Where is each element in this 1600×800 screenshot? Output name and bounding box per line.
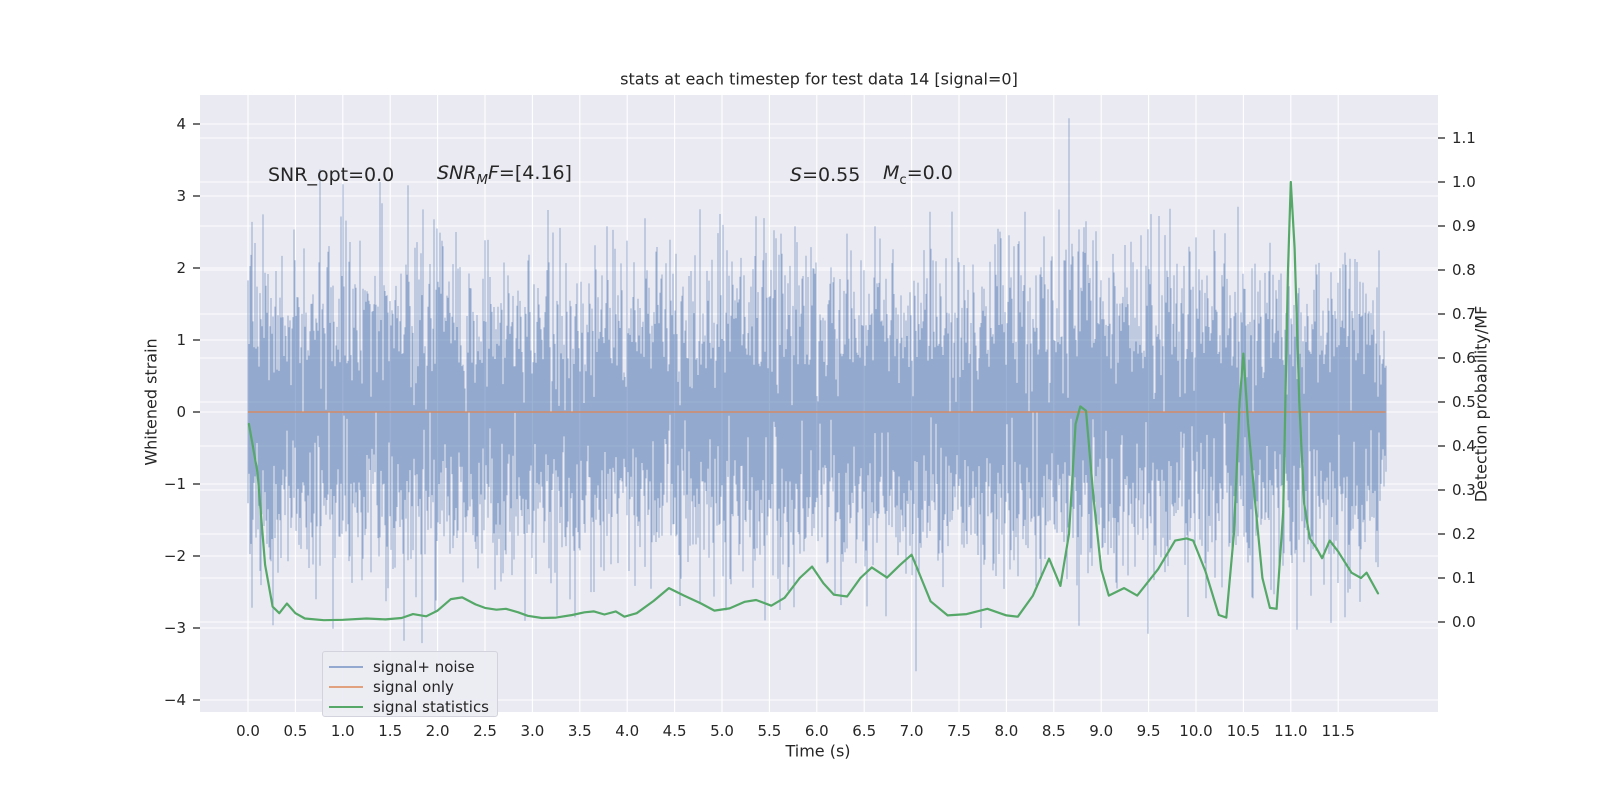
x-tick-label: 4.0 <box>615 722 639 740</box>
right-y-tick-label: 1.0 <box>1452 173 1476 191</box>
right-y-tick-label: 0.4 <box>1452 437 1476 455</box>
right-y-tick-label: 0.8 <box>1452 261 1476 279</box>
x-tick-label: 10.5 <box>1227 722 1260 740</box>
x-tick-label: 7.0 <box>900 722 924 740</box>
left-y-tick-label: 1 <box>176 331 186 349</box>
left-y-tick-label: 2 <box>176 259 186 277</box>
x-tick-label: 8.5 <box>1042 722 1066 740</box>
right-y-tick-label: 0.6 <box>1452 349 1476 367</box>
right-y-tick-label: 0.3 <box>1452 481 1476 499</box>
x-tick-label: 10.0 <box>1179 722 1212 740</box>
right-y-tick-label: 0.5 <box>1452 393 1476 411</box>
x-tick-label: 3.5 <box>568 722 592 740</box>
x-tick-label: 4.5 <box>663 722 687 740</box>
x-tick-label: 6.5 <box>852 722 876 740</box>
x-tick-label: 9.0 <box>1089 722 1113 740</box>
left-y-tick-label: −2 <box>164 547 186 565</box>
left-y-tick-label: 4 <box>176 115 186 133</box>
right-y-tick-label: 0.7 <box>1452 305 1476 323</box>
right-y-tick-label: 0.1 <box>1452 569 1476 587</box>
right-y-tick-label: 1.1 <box>1452 129 1476 147</box>
right-y-tick-label: 0.9 <box>1452 217 1476 235</box>
x-tick-label: 5.5 <box>757 722 781 740</box>
left-y-tick-label: 3 <box>176 187 186 205</box>
x-tick-label: 5.0 <box>710 722 734 740</box>
x-tick-label: 1.5 <box>378 722 402 740</box>
x-tick-label: 2.0 <box>426 722 450 740</box>
x-tick-label: 0.5 <box>283 722 307 740</box>
x-tick-label: 7.5 <box>947 722 971 740</box>
x-tick-label: 11.0 <box>1274 722 1307 740</box>
x-tick-label: 0.0 <box>236 722 260 740</box>
right-y-tick-label: 0.0 <box>1452 613 1476 631</box>
left-y-tick-label: −3 <box>164 619 186 637</box>
x-tick-label: 6.0 <box>805 722 829 740</box>
left-y-tick-label: −4 <box>164 691 186 709</box>
noise-series-path <box>247 118 1387 672</box>
x-tick-label: 8.0 <box>994 722 1018 740</box>
x-tick-label: 2.5 <box>473 722 497 740</box>
left-y-tick-label: −1 <box>164 475 186 493</box>
x-tick-label: 11.5 <box>1321 722 1354 740</box>
x-tick-label: 3.0 <box>520 722 544 740</box>
x-tick-label: 9.5 <box>1137 722 1161 740</box>
left-y-tick-label: 0 <box>176 403 186 421</box>
signal-statistics-path <box>247 180 1380 622</box>
right-y-tick-label: 0.2 <box>1452 525 1476 543</box>
x-tick-label: 1.0 <box>331 722 355 740</box>
